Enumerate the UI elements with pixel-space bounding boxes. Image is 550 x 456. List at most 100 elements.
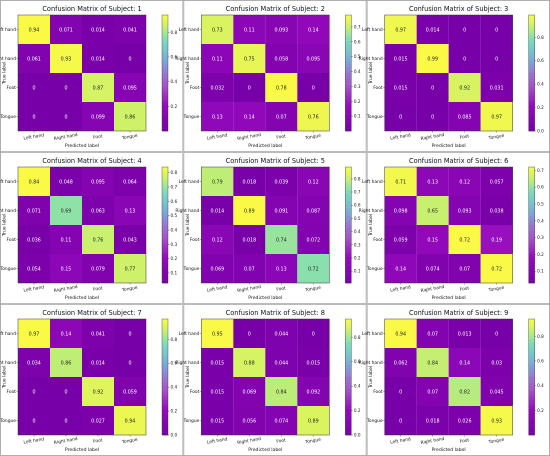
y-axis-label: True label: [2, 214, 8, 237]
colorbar-segment: [345, 113, 352, 117]
colorbar-segment: [345, 242, 352, 246]
cell-value-label: 0: [399, 389, 402, 395]
matrix-cell: [416, 348, 449, 377]
colorbar-segment: [345, 110, 352, 114]
colorbar-segment: [528, 420, 535, 424]
colorbar-segment: [528, 319, 535, 323]
colorbar-segment: [345, 274, 352, 278]
colorbar-segment: [528, 256, 535, 261]
colorbar-segment: [162, 52, 168, 56]
cell-value-label: 0: [32, 418, 35, 424]
y-tick-label: Right hand: [359, 56, 383, 62]
colorbar-tick-label: 0.8: [171, 30, 178, 35]
colorbar-tick-label: 0.4: [171, 385, 178, 390]
cell-value-label: 0: [32, 85, 35, 91]
colorbar-segment: [345, 339, 352, 343]
colorbar-segment: [528, 64, 535, 68]
colorbar-segment: [345, 73, 352, 77]
x-tick-label: Right hand: [53, 436, 78, 446]
cell-value-label: 0.014: [91, 56, 105, 62]
cell-value-label: 0.031: [490, 85, 504, 91]
colorbar-segment: [162, 327, 168, 331]
colorbar-segment: [528, 251, 535, 255]
cell-value-label: 0.027: [91, 418, 105, 424]
cell-value-label: 0.86: [125, 114, 136, 120]
y-axis-label: True label: [185, 62, 191, 85]
y-tick-label: Left hand: [362, 179, 383, 185]
cell-value-label: 0.11: [212, 56, 223, 62]
colorbar-segment: [528, 67, 535, 71]
colorbar-segment: [528, 280, 535, 284]
colorbar-segment: [345, 239, 352, 243]
colorbar-segment: [162, 102, 168, 106]
cell-value-label: 0.12: [459, 179, 470, 185]
colorbar-tick-label: 0.2: [537, 408, 544, 413]
matrix-cell: [480, 102, 513, 131]
matrix-frame: [17, 318, 147, 436]
colorbar-tick-label: 0.6: [171, 361, 178, 366]
colorbar-segment: [162, 169, 168, 174]
cell-value-label: 0.12: [212, 237, 223, 243]
y-axis-label: True label: [185, 366, 191, 389]
colorbar-segment: [162, 193, 168, 197]
colorbar-segment: [162, 67, 168, 71]
chart-title: Confusion Matrix of Subject: 6: [409, 157, 508, 165]
matrix-cell: [233, 225, 266, 254]
colorbar-segment: [345, 248, 352, 252]
cell-value-label: 0.095: [123, 85, 137, 91]
colorbar-segment: [162, 362, 168, 366]
colorbar-segment: [162, 38, 168, 42]
colorbar-segment: [345, 353, 352, 357]
x-tick-label: Right hand: [420, 436, 445, 446]
colorbar-segment: [528, 227, 535, 232]
matrix-cell: [114, 225, 146, 254]
cell-value-label: 0: [248, 331, 251, 337]
chart-title: Confusion Matrix of Subject: 2: [226, 5, 325, 13]
cell-value-label: 0.061: [27, 56, 41, 62]
cell-value-label: 0.043: [123, 237, 137, 243]
colorbar-segment: [528, 167, 535, 171]
colorbar-segment: [345, 181, 352, 185]
colorbar-segment: [528, 70, 535, 74]
cell-value-label: 0: [463, 56, 466, 62]
colorbar-segment: [528, 411, 535, 415]
colorbar-segment: [528, 93, 535, 97]
cell-value-label: 0.97: [395, 27, 406, 33]
matrix-cell: [201, 225, 234, 254]
colorbar-tick-label: 0.8: [171, 170, 178, 175]
x-tick-label: Tongue: [304, 285, 322, 294]
matrix-cell: [448, 44, 481, 73]
matrix-cell: [297, 196, 330, 225]
x-axis-label: Predicted label: [248, 295, 282, 301]
colorbar-segment: [528, 385, 535, 389]
colorbar-segment: [528, 198, 535, 203]
colorbar-segment: [345, 67, 352, 71]
colorbar-tick-label: 0.7: [171, 185, 178, 190]
y-tick-label: Tongue: [0, 114, 16, 120]
matrix-cell: [233, 196, 266, 225]
colorbar-segment: [162, 324, 168, 328]
cell-value-label: 0.76: [308, 114, 319, 120]
colorbar-segment: [345, 64, 352, 68]
colorbar-segment: [528, 356, 535, 360]
colorbar-segment: [162, 330, 168, 334]
cell-value-label: 0.14: [395, 266, 406, 272]
y-tick-label: Left hand: [0, 331, 16, 337]
colorbar-segment: [162, 371, 168, 375]
colorbar-segment: [528, 122, 535, 126]
colorbar-segment: [162, 46, 168, 51]
matrix-cell: [114, 406, 146, 435]
matrix-cell: [384, 348, 417, 377]
x-axis-label: Predicted label: [248, 143, 282, 149]
cell-value-label: 0.044: [274, 331, 288, 337]
colorbar-segment: [528, 368, 535, 372]
matrix-cell: [50, 44, 82, 73]
colorbar-segment: [528, 222, 535, 226]
colorbar-segment: [162, 90, 168, 94]
colorbar-tick-label: 0.1: [354, 269, 361, 274]
cell-value-label: 0.11: [244, 27, 255, 33]
colorbar-segment: [528, 336, 535, 340]
matrix-cell: [233, 377, 266, 406]
y-tick-label: Tongue: [183, 418, 200, 424]
x-tick-label: Right hand: [237, 436, 262, 446]
